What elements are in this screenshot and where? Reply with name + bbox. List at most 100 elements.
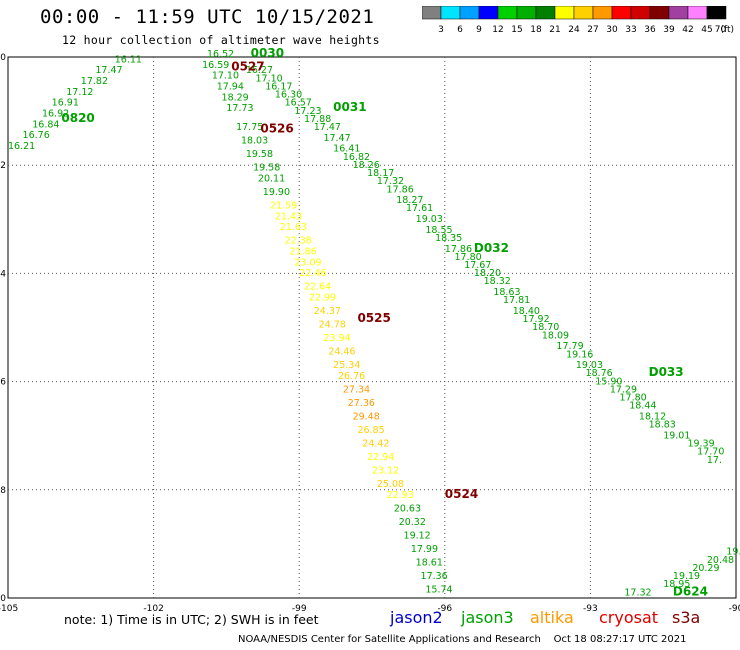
legend-label: 33 bbox=[625, 25, 636, 35]
swh-value: 17.88 bbox=[304, 114, 331, 125]
pass-time-label: 0820 bbox=[61, 111, 94, 125]
swh-value: 22.94 bbox=[367, 452, 394, 463]
swh-value: 17.94 bbox=[217, 81, 244, 92]
swh-value: 17.81 bbox=[503, 295, 530, 306]
swh-value: 25.08 bbox=[377, 479, 404, 490]
track-jason3-0820: 16.1117.4717.8217.1216.9116.9216.8416.76… bbox=[8, 54, 142, 152]
swh-value: 17.82 bbox=[81, 76, 108, 87]
legend-cryosat: cryosat bbox=[599, 608, 659, 627]
lat-tick-label: -58 bbox=[0, 486, 6, 496]
pass-time-label: D624 bbox=[673, 584, 708, 598]
pass-time-label: 0524 bbox=[445, 487, 478, 501]
swh-value: 18.76 bbox=[586, 368, 613, 379]
swh-value: 17. bbox=[707, 455, 722, 466]
swh-value: 19.03 bbox=[576, 360, 603, 371]
swh-value: 17.47 bbox=[323, 133, 350, 144]
swh-value: 18.35 bbox=[435, 233, 462, 244]
swh-value: 24.78 bbox=[319, 320, 346, 331]
swh-value: 18.26 bbox=[353, 160, 380, 171]
swh-value: 18.44 bbox=[629, 401, 656, 412]
legend-label: 15 bbox=[511, 25, 522, 35]
legend-label: 39 bbox=[663, 25, 675, 35]
swh-value: 17.10 bbox=[212, 71, 239, 82]
swh-value: 17.99 bbox=[411, 544, 438, 555]
swh-value: 17.86 bbox=[387, 184, 414, 195]
swh-value: 17.80 bbox=[620, 393, 647, 404]
swh-value: 22.93 bbox=[387, 490, 414, 501]
legend-label: 9 bbox=[476, 25, 482, 35]
lat-tick-label: -52 bbox=[0, 161, 6, 171]
legend-label: 12 bbox=[492, 25, 503, 35]
swh-value: 18.20 bbox=[474, 268, 501, 279]
footer-credit: NOAA/NESDIS Center for Satellite Applica… bbox=[238, 634, 687, 645]
swh-value: 22.64 bbox=[304, 282, 331, 293]
lon-tick-label: -93 bbox=[583, 604, 598, 614]
credit-text: NOAA/NESDIS Center for Satellite Applica… bbox=[238, 634, 541, 645]
swh-value: 16.27 bbox=[246, 65, 273, 76]
swh-value: 16.59 bbox=[202, 60, 229, 71]
swh-value: 16.41 bbox=[333, 144, 360, 155]
swh-value: 18.03 bbox=[241, 136, 268, 147]
legend-label: 36 bbox=[644, 25, 656, 35]
lon-tick-label: -99 bbox=[292, 604, 307, 614]
swh-value: 19.03 bbox=[416, 214, 443, 225]
legend-jason2: jason2 bbox=[390, 608, 443, 627]
swh-value: 27.36 bbox=[348, 398, 375, 409]
swh-value: 19. bbox=[726, 547, 740, 558]
lat-tick-label: -56 bbox=[0, 378, 6, 388]
map-frame bbox=[7, 56, 737, 599]
swh-value: 17.79 bbox=[556, 341, 583, 352]
swh-value: 19.58 bbox=[246, 149, 273, 160]
swh-value: 22.99 bbox=[309, 292, 336, 303]
footer-note: note: 1) Time is in UTC; 2) SWH is in fe… bbox=[64, 612, 319, 627]
track-cryosat-0527: 0527 bbox=[231, 60, 264, 74]
lon-tick-label: -102 bbox=[143, 604, 163, 614]
map-subtitle: 12 hour collection of altimeter wave hei… bbox=[62, 33, 380, 47]
track-cryosat-0526: 0526 bbox=[260, 122, 293, 136]
swh-value: 15.74 bbox=[425, 585, 452, 596]
track-cryosat-0524: 22.93 20.63 20.32 19.12 17.99 18.61 17.36 15.74… bbox=[387, 487, 479, 596]
swh-value: 16.92 bbox=[42, 109, 69, 120]
legend-label: 42 bbox=[682, 25, 693, 35]
legend-s3a: s3a bbox=[672, 608, 701, 627]
legend-label: 27 bbox=[587, 25, 598, 35]
swh-value: 16.76 bbox=[23, 130, 50, 141]
swh-value: 16.17 bbox=[265, 81, 292, 92]
wave-height-legend: 3 6 9 12 15 18 21 24 27 30 33 36 39 42 45 70(ft) bbox=[422, 6, 734, 35]
swh-value: 24.42 bbox=[362, 439, 389, 450]
swh-value: 16.82 bbox=[343, 152, 370, 163]
swh-value: 23.12 bbox=[372, 466, 399, 477]
swh-value: 19.01 bbox=[663, 430, 690, 441]
swh-value: 15.90 bbox=[595, 376, 622, 387]
swh-value: 20.32 bbox=[399, 517, 426, 528]
swh-value: 17.67 bbox=[464, 260, 491, 271]
swh-value: 17.80 bbox=[455, 252, 482, 263]
swh-value: 22.38 bbox=[285, 236, 312, 247]
swh-value: 18.55 bbox=[425, 225, 452, 236]
swh-value: 17.36 bbox=[421, 571, 448, 582]
swh-value: 17.32 bbox=[377, 176, 404, 187]
swh-value: 20.29 bbox=[692, 563, 719, 574]
swh-value: 17.61 bbox=[406, 203, 433, 214]
swh-value: 21.86 bbox=[289, 246, 316, 257]
swh-value: 18.17 bbox=[367, 168, 394, 179]
track-jason3-0031: 16.2717.1016.1716.3016.5717.2317.8817.47… bbox=[246, 65, 472, 255]
swh-value: 16.84 bbox=[32, 119, 59, 130]
legend-jason3: jason3 bbox=[461, 608, 514, 627]
swh-value: 18.61 bbox=[416, 558, 443, 569]
pass-time-label: 0526 bbox=[260, 122, 293, 136]
legend-label: 45 bbox=[701, 25, 712, 35]
pass-time-label: D032 bbox=[474, 241, 509, 255]
swh-value: 18.27 bbox=[396, 195, 423, 206]
lon-tick-label: -90 bbox=[729, 604, 740, 614]
swh-value: 23.94 bbox=[323, 333, 350, 344]
swh-value: 19.16 bbox=[566, 349, 593, 360]
swh-value: 29.48 bbox=[353, 411, 380, 422]
swh-value: 19.39 bbox=[687, 439, 714, 450]
swh-value: 18.40 bbox=[513, 306, 540, 317]
swh-value: 16.57 bbox=[285, 98, 312, 109]
legend-unit: (ft) bbox=[720, 25, 734, 35]
